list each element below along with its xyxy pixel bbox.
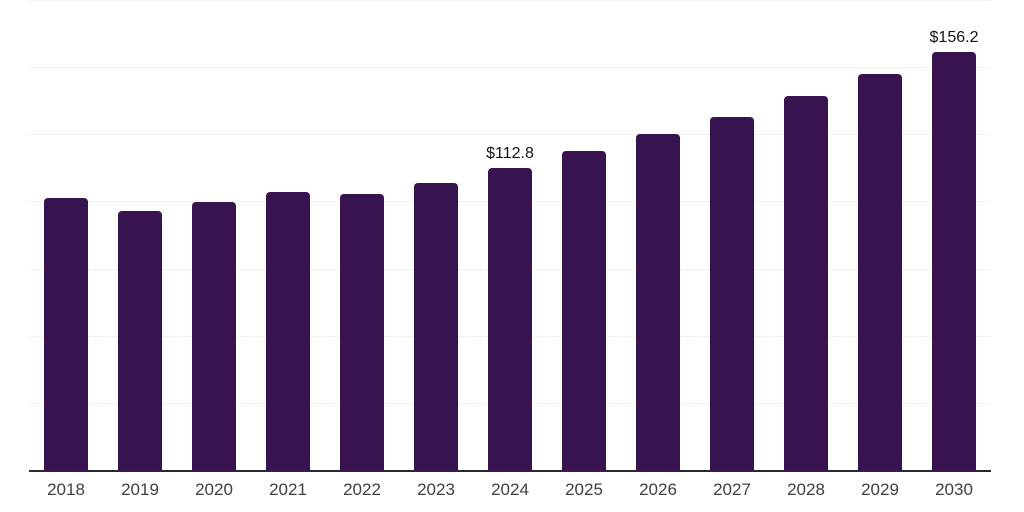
- value-label-2030: $156.2: [929, 28, 979, 46]
- bar-2018: [44, 198, 88, 471]
- bar-2028: [784, 95, 828, 471]
- gridline: [29, 67, 991, 69]
- x-axis-label: 2018: [47, 480, 85, 499]
- bar-2029: [858, 73, 902, 471]
- bar-slot: [325, 1, 399, 471]
- x-axis-line: [29, 470, 991, 472]
- bar-slot: [177, 1, 251, 471]
- x-axis-label: 2027: [713, 480, 751, 499]
- x-axis: 2018 2019 2020 2021 2022 2023 2024 2025 2026 2027…: [29, 479, 991, 501]
- bar-slot: [695, 1, 769, 471]
- x-axis-label: 2022: [343, 480, 381, 499]
- bar-2022: [340, 193, 384, 471]
- plot-area: $112.8 $156.2: [29, 0, 991, 472]
- bar-slot: [251, 1, 325, 471]
- bar-slot: [29, 1, 103, 471]
- gridline: [29, 134, 991, 136]
- bar-slot: [843, 1, 917, 471]
- x-axis-label: 2029: [861, 480, 899, 499]
- x-axis-label: 2024: [491, 480, 529, 499]
- x-axis-label: 2025: [565, 480, 603, 499]
- x-axis-label: 2026: [639, 480, 677, 499]
- bar-2027: [710, 117, 754, 471]
- bar-slot: [547, 1, 621, 471]
- x-axis-label: 2028: [787, 480, 825, 499]
- bars-row: $112.8 $156.2: [29, 1, 991, 471]
- x-axis-label: 2020: [195, 480, 233, 499]
- x-axis-label: 2030: [935, 480, 973, 499]
- bar-2020: [192, 202, 236, 471]
- bar-slot: [769, 1, 843, 471]
- bar-2019: [118, 211, 162, 471]
- bar-2030: [932, 51, 976, 471]
- gridline: [29, 0, 991, 1]
- bar-slot: [621, 1, 695, 471]
- bar-slot: [103, 1, 177, 471]
- bar-slot: [399, 1, 473, 471]
- bar-2025: [562, 151, 606, 471]
- bar-slot: $112.8: [473, 1, 547, 471]
- bar-slot: $156.2: [917, 1, 991, 471]
- value-label-2024: $112.8: [486, 145, 534, 163]
- x-axis-label: 2021: [269, 480, 307, 499]
- bar-2021: [266, 191, 310, 471]
- bar-2023: [414, 183, 458, 471]
- bar-2024: [488, 168, 532, 471]
- x-axis-label: 2023: [417, 480, 455, 499]
- bar-2026: [636, 133, 680, 471]
- x-axis-label: 2019: [121, 480, 159, 499]
